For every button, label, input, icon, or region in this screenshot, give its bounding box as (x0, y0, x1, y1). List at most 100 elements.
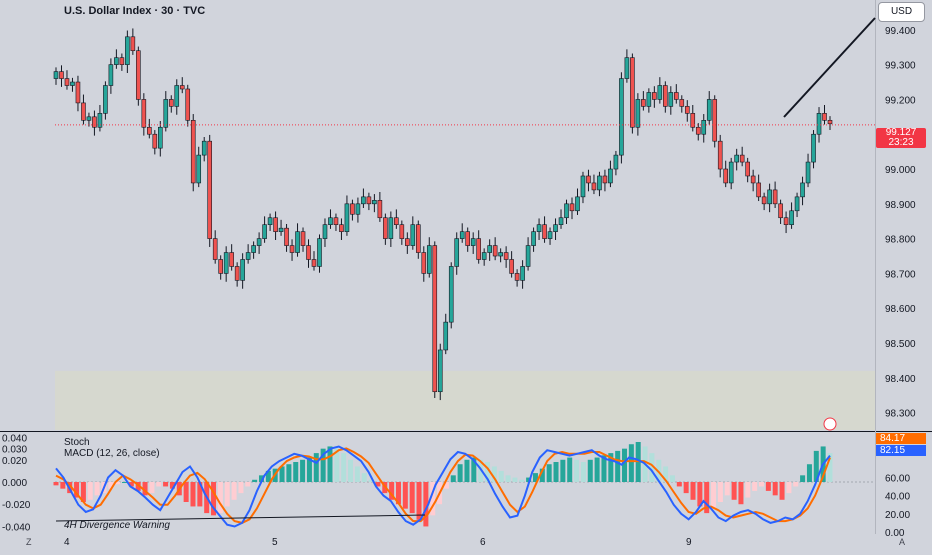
macd-histogram-bar (80, 482, 86, 502)
bar-countdown: 23:23 (888, 137, 914, 148)
stoch-indicator-label[interactable]: Stoch (64, 437, 90, 448)
trend-line (783, 17, 876, 118)
macd-histogram-bar (443, 482, 449, 489)
candle-body (783, 217, 789, 225)
time-tick-label: 5 (272, 537, 278, 548)
candle-body (454, 238, 460, 267)
macd-histogram-bar (217, 482, 223, 514)
macd-histogram-bar (423, 482, 429, 527)
macd-histogram-bar (519, 479, 525, 482)
macd-histogram-bar (361, 473, 367, 482)
candle-body (690, 113, 696, 128)
macd-histogram-bar (60, 482, 66, 489)
candle-body (580, 175, 586, 198)
candle-body (547, 231, 553, 239)
candle-body (668, 92, 674, 107)
candle-body (509, 259, 514, 274)
stoch-tick-label: 20.00 (885, 510, 910, 521)
candle-body (542, 224, 547, 239)
candle-body (64, 78, 70, 86)
macd-indicator-label[interactable]: MACD (12, 26, close) (64, 448, 160, 459)
macd-histogram-bar (759, 482, 765, 487)
candle-body (59, 71, 64, 79)
price-tick-label: 98.500 (885, 339, 916, 350)
macd-histogram-bar (163, 482, 169, 487)
auto-scale-button[interactable]: A (899, 537, 906, 547)
candle-body (185, 88, 191, 121)
macd-histogram-bar (505, 475, 511, 482)
candle-body (717, 140, 723, 170)
candle-body (630, 57, 635, 128)
currency-button[interactable]: USD (878, 2, 925, 22)
macd-histogram-bar (580, 462, 586, 482)
macd-histogram-bar (676, 482, 682, 487)
macd-histogram-bar (389, 482, 395, 500)
candle-body (240, 259, 245, 281)
support-zone (55, 370, 875, 430)
candle-body (641, 99, 646, 107)
candle-body (136, 50, 141, 100)
candle-body (602, 175, 608, 184)
price-tick-label: 98.900 (885, 200, 916, 211)
chart-title: U.S. Dollar Index · 30 · TVC (64, 5, 206, 17)
candle-body (734, 154, 739, 163)
candle-body (673, 92, 679, 100)
candle-body (426, 245, 432, 274)
macd-histogram-bar (813, 450, 819, 482)
macd-histogram-bar (265, 470, 271, 482)
macd-histogram-bar (745, 482, 751, 498)
macd-histogram-bar (491, 466, 497, 482)
candle-body (75, 81, 81, 104)
candle-body (328, 217, 333, 225)
candle-body (701, 120, 707, 135)
macd-histogram-bar (526, 477, 532, 482)
candle-body (772, 189, 778, 205)
candle-body (684, 106, 690, 114)
macd-tick-label: 0.030 (2, 445, 27, 456)
candle-body (597, 175, 602, 191)
candle-body (372, 200, 377, 205)
price-tick-label: 98.800 (885, 235, 916, 246)
macd-histogram-bar (697, 482, 703, 507)
macd-histogram-bar (416, 482, 422, 520)
candle-body (750, 175, 756, 184)
candle-body (695, 126, 701, 135)
candle-body (613, 154, 619, 170)
candle-body (481, 252, 487, 260)
candle-body (492, 245, 498, 257)
macd-histogram-bar (690, 482, 696, 500)
macd-histogram-bar (409, 482, 415, 514)
candle-body (558, 217, 564, 225)
candle-body (223, 252, 229, 274)
macd-histogram-bar (368, 479, 374, 482)
candle-body (86, 116, 92, 121)
candle-body (207, 140, 213, 239)
macd-tick-label: 0.040 (2, 434, 27, 445)
zoom-button[interactable]: Z (26, 537, 32, 547)
price-tick-label: 99.300 (885, 61, 916, 72)
candle-body (196, 154, 202, 184)
stoch-k-line (55, 445, 831, 528)
candle-body (827, 120, 833, 125)
macd-histogram-bar (574, 459, 580, 482)
macd-histogram-bar (313, 453, 319, 482)
stoch-tick-label: 40.00 (885, 492, 910, 503)
candle-body (619, 78, 624, 156)
macd-tick-label: 0.020 (2, 456, 27, 467)
candle-body (125, 36, 130, 65)
candle-body (498, 252, 503, 257)
candle-body (739, 154, 745, 163)
macd-histogram-bar (306, 457, 312, 482)
candle-body (470, 238, 476, 246)
macd-histogram-bar (450, 475, 456, 482)
macd-histogram-bar (711, 482, 717, 509)
candle-body (756, 182, 761, 198)
price-tick-label: 98.600 (885, 304, 916, 315)
candle-body (575, 196, 580, 212)
candle-body (800, 182, 805, 198)
candle-body (569, 203, 575, 212)
macd-histogram-bar (649, 453, 655, 482)
macd-histogram-bar (354, 466, 360, 482)
